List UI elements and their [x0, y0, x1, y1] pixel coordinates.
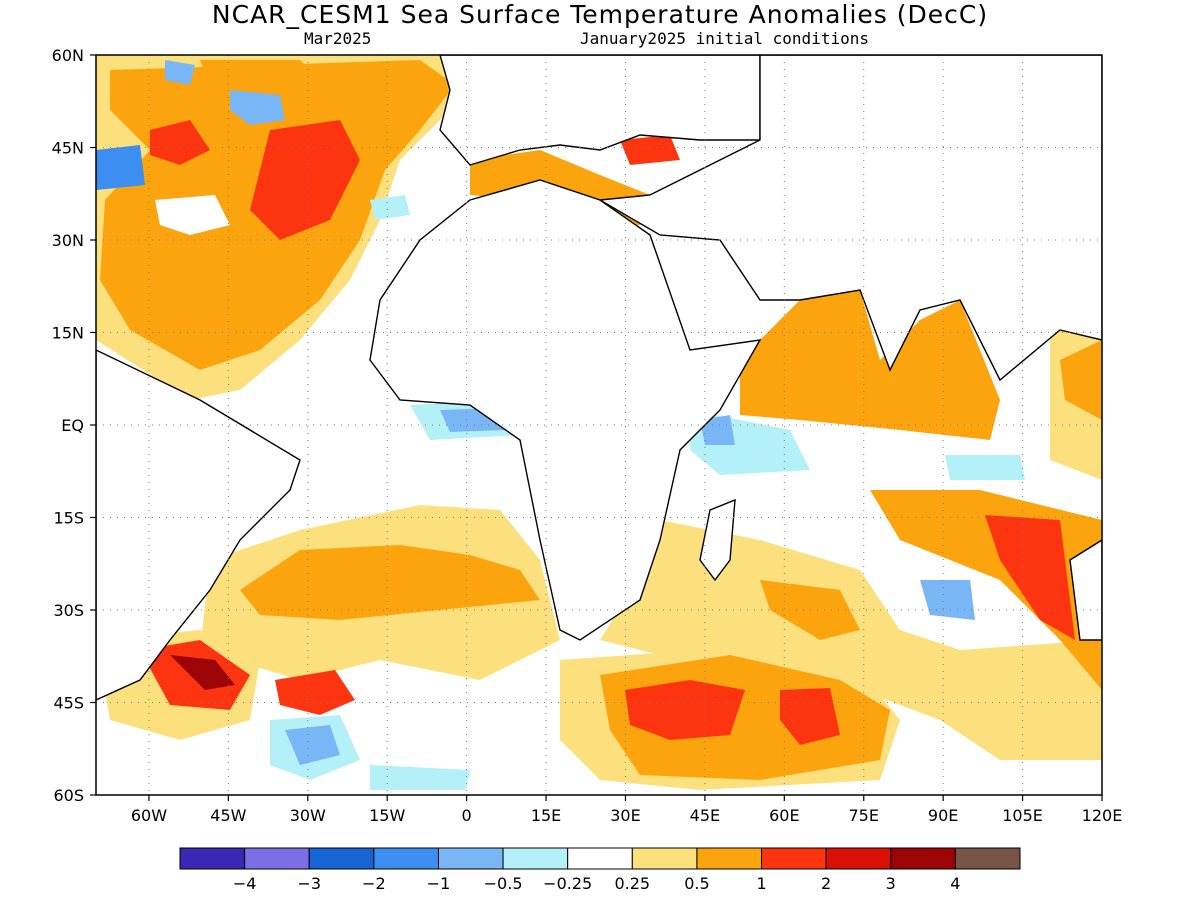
colorbar-label: 4	[950, 874, 960, 893]
lat-tick-label: 15S	[53, 509, 84, 528]
anomaly-region	[285, 725, 340, 765]
colorbar-label: −4	[233, 874, 257, 893]
colorbar-label: −0.5	[484, 874, 523, 893]
anomaly-region	[625, 680, 745, 740]
lon-tick-label: 75E	[849, 806, 879, 825]
lon-tick-label: 120E	[1082, 806, 1123, 825]
lon-tick-label: 105E	[1002, 806, 1043, 825]
colorbar-swatch	[631, 847, 698, 870]
colorbar-swatch	[308, 847, 375, 870]
colorbar-label: 0.5	[684, 874, 709, 893]
lon-tick-label: 30W	[290, 806, 326, 825]
coastlines	[96, 55, 1102, 795]
anomaly-region	[96, 145, 145, 190]
anomaly-region	[370, 195, 410, 220]
antarctica-edge	[96, 790, 1102, 795]
anomaly-region	[985, 515, 1075, 640]
anomaly-region	[240, 545, 540, 620]
colorbar: −4 −3 −2 −1 −0.5 −0.25 0.25 0.5 1 2 3 4	[179, 847, 1021, 893]
colorbar-label: −0.25	[543, 874, 592, 893]
anomaly-region	[700, 415, 735, 445]
lat-tick-label: 60S	[53, 786, 84, 805]
lat-tick-label: 60N	[52, 46, 84, 65]
anomaly-region	[370, 765, 470, 795]
map-title: NCAR_CESM1 Sea Surface Temperature Anoma…	[211, 0, 989, 29]
colorbar-swatch	[890, 847, 956, 870]
africa-outline	[369, 179, 762, 641]
colorbar-swatch	[437, 847, 504, 870]
colorbar-swatch	[954, 847, 1021, 870]
colorbar-swatch	[761, 847, 827, 870]
lon-tick-label: 0	[462, 806, 472, 825]
colorbar-label: 0.25	[614, 874, 650, 893]
colorbar-swatch	[502, 847, 569, 870]
lat-tick-label: 45S	[53, 694, 84, 713]
lon-tick-label: 45E	[690, 806, 720, 825]
australia-outline	[1069, 539, 1102, 641]
lon-tick-label: 30E	[610, 806, 640, 825]
longitude-ticks: 60W 45W 30W 15W 0 15E 30E 45E 60E 75E 90E 105E 120E	[131, 795, 1122, 825]
lon-tick-label: 90E	[928, 806, 958, 825]
anomaly-region	[150, 120, 210, 165]
lon-tick-label: 60W	[131, 806, 167, 825]
colorbar-label: 1	[756, 874, 766, 893]
lat-tick-label: 45N	[52, 139, 84, 158]
lat-tick-label: 30S	[53, 601, 84, 620]
anomaly-region	[1060, 340, 1102, 420]
colorbar-swatch	[567, 847, 633, 870]
anomaly-region	[780, 688, 840, 745]
lat-tick-label: 15N	[52, 324, 84, 343]
europe-outline	[439, 55, 761, 166]
anomaly-region	[740, 290, 1000, 440]
latitude-ticks: 60N 45N 30N 15N EQ 15S 30S 45S 60S	[52, 46, 96, 805]
colorbar-swatch	[179, 847, 246, 870]
south-america-outline	[96, 349, 301, 701]
asia-outline	[597, 55, 1102, 382]
anomaly-region	[155, 195, 230, 235]
colorbar-label: −2	[362, 874, 386, 893]
anomaly-region	[600, 520, 1102, 760]
lon-tick-label: 60E	[769, 806, 799, 825]
colorbar-label: −1	[427, 874, 451, 893]
colorbar-label: 2	[821, 874, 831, 893]
anomaly-region	[620, 135, 680, 165]
madagascar-outline	[699, 498, 736, 582]
anomaly-region	[275, 670, 355, 715]
colorbar-label: −3	[297, 874, 321, 893]
lon-tick-label: 15W	[369, 806, 405, 825]
colorbar-swatch	[373, 847, 439, 870]
colorbar-swatch	[696, 847, 763, 870]
lon-tick-label: 15E	[531, 806, 561, 825]
valid-month-label: Mar2025	[304, 29, 372, 48]
anomaly-region	[165, 60, 195, 85]
anomaly-region	[230, 90, 285, 125]
init-conditions-label: January2025 initial conditions	[580, 29, 869, 48]
colorbar-swatch	[825, 847, 892, 870]
anomaly-region	[170, 655, 235, 690]
anomaly-region	[945, 455, 1025, 480]
anomaly-region	[250, 120, 360, 240]
lat-tick-label: EQ	[61, 416, 84, 435]
anomaly-region	[920, 580, 975, 620]
colorbar-swatch	[244, 847, 310, 870]
colorbar-label: 3	[886, 874, 896, 893]
graticule	[96, 55, 1102, 795]
lat-tick-label: 30N	[52, 231, 84, 250]
lon-tick-label: 45W	[210, 806, 246, 825]
